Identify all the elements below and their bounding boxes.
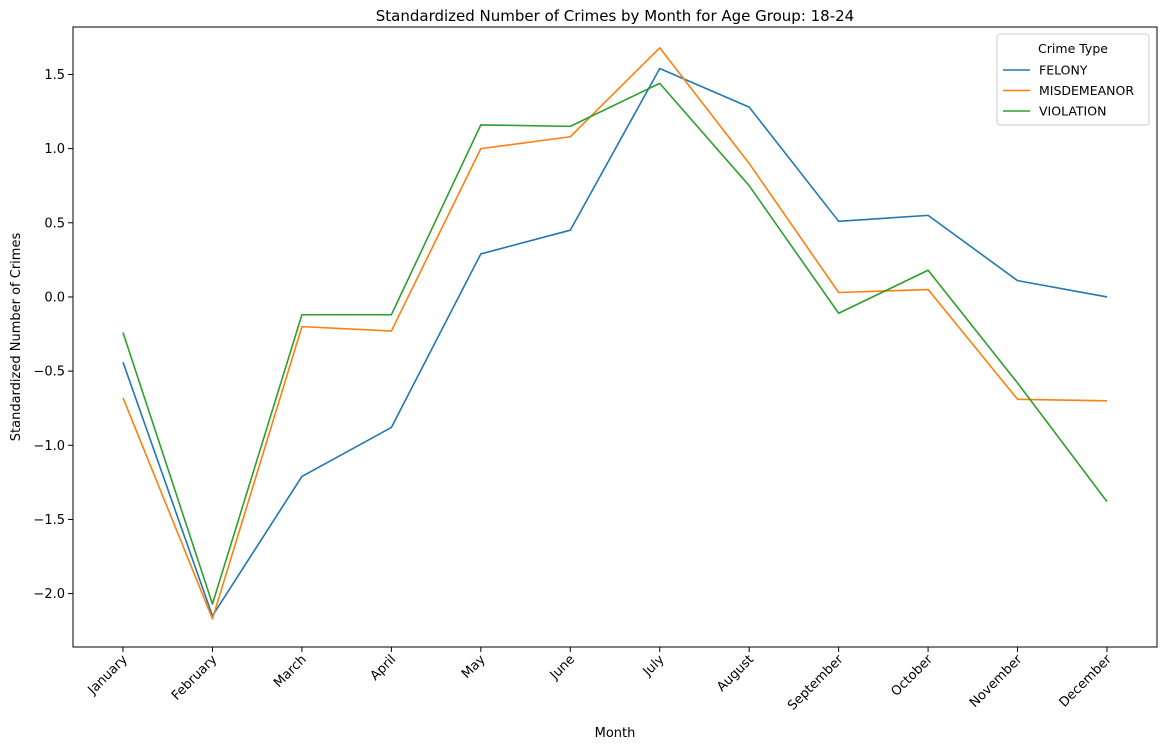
y-tick-label: 0.5 (44, 216, 65, 231)
chart-title: Standardized Number of Crimes by Month f… (376, 7, 854, 25)
x-tick-label: December (1057, 652, 1116, 711)
series-line-felony (122, 67, 1108, 617)
series-line-misdemeanor (122, 46, 1108, 620)
x-tick-label: April (368, 652, 400, 684)
legend: Crime Type FELONY MISDEMEANOR VIOLATION (996, 33, 1150, 126)
x-tick-label: November (967, 652, 1026, 711)
plot-area (72, 26, 1158, 648)
y-axis-label: Standardized Number of Crimes (9, 233, 24, 442)
legend-entry-label: MISDEMEANOR (1039, 83, 1134, 98)
x-tick-label: July (640, 652, 668, 680)
x-tick-label: June (547, 652, 578, 683)
y-tick-label: 1.0 (44, 142, 65, 157)
y-tick-label: −2.0 (33, 587, 65, 602)
legend-box (996, 33, 1150, 126)
x-tick-label: August (714, 652, 757, 695)
y-tick-label: 0.0 (44, 290, 65, 305)
x-axis-label: Month (595, 726, 636, 741)
legend-entry-label: FELONY (1039, 63, 1088, 78)
x-tick-label: May (459, 652, 489, 682)
legend-entry-label: VIOLATION (1039, 104, 1106, 119)
y-tick-label: −1.5 (33, 513, 65, 528)
x-tick-label: January (85, 652, 131, 698)
plot-frame (72, 26, 1158, 648)
series-lines (122, 46, 1108, 620)
y-tick-label: −1.0 (33, 439, 65, 454)
y-tick-label: −0.5 (33, 365, 65, 380)
x-axis: January February March April May June July Augu… (85, 647, 1116, 714)
x-tick-label: September (785, 652, 847, 714)
x-tick-label: March (271, 652, 310, 691)
x-tick-label: February (169, 652, 221, 704)
x-tick-label: October (889, 652, 937, 700)
y-tick-label: 1.5 (44, 68, 65, 83)
legend-title: Crime Type (1038, 41, 1108, 56)
series-line-violation (122, 82, 1108, 605)
y-axis: −2.0 −1.5 −1.0 −0.5 0.0 0.5 1.0 1.5 (33, 68, 73, 602)
